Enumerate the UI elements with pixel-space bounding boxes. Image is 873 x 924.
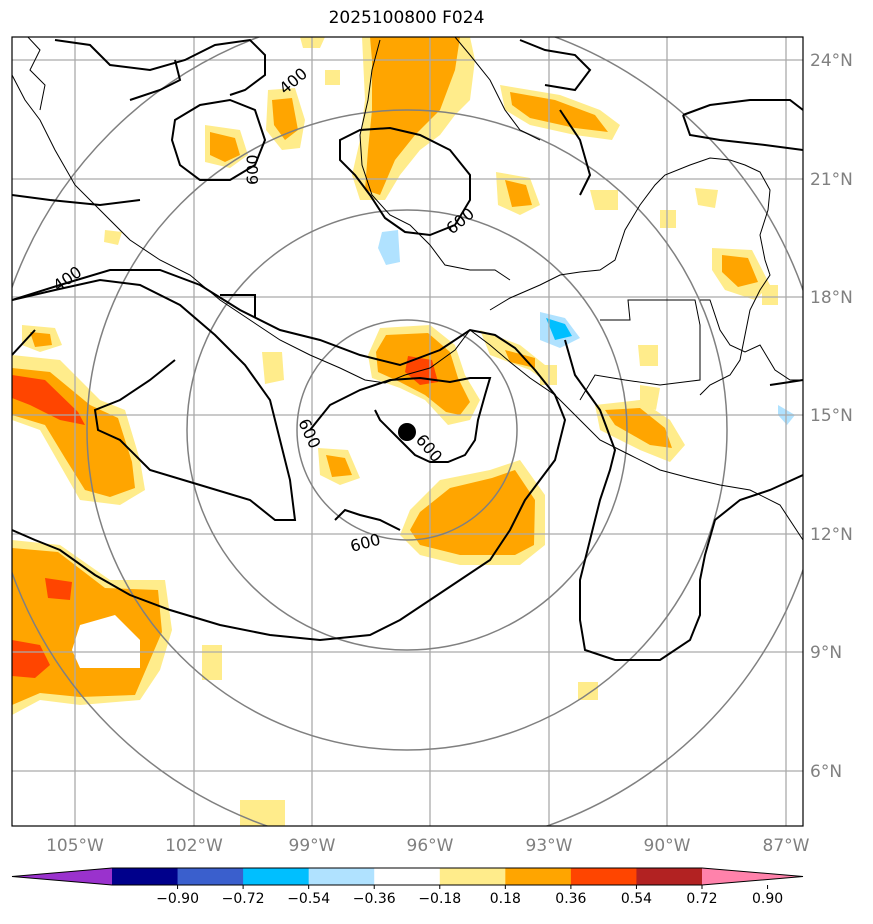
latitude-labels: 24°N 21°N 18°N 15°N 12°N 9°N 6°N [810,51,853,782]
fill-region [660,210,676,228]
colorbar-tick-label: 0.36 [555,891,586,907]
colorbar-tick-label: 0.90 [752,891,783,907]
fill-region [104,230,122,245]
fill-region [210,132,240,162]
colorbar-bin [112,868,179,885]
fill-region [12,375,85,425]
lon-label: 93°W [526,836,573,856]
lon-label: 90°W [644,836,691,856]
fill-region [202,645,222,680]
fill-region [505,180,532,207]
fill-region [578,682,598,700]
colorbar-outline [11,867,804,886]
fill-region [365,37,460,195]
fill-region [762,285,778,305]
fill-region [640,385,660,410]
colorbar-tick-label: −0.72 [222,891,265,907]
fill-region [410,470,535,555]
fill-region [272,98,298,140]
fill-region [378,230,400,265]
lat-label: 24°N [810,51,853,71]
map-plot-area: 400 600 600 400 600 600 600 [12,37,803,826]
fill-region [505,350,535,368]
colorbar-tick-label: −0.18 [418,891,461,907]
fill-region [45,578,72,600]
lat-label: 21°N [810,170,853,190]
lon-label: 87°W [763,836,810,856]
lat-label: 18°N [810,288,853,308]
lon-label: 99°W [289,836,336,856]
colorbar-tick-label: −0.54 [287,891,330,907]
colorbar-bin [177,868,244,885]
colorbar-tick-label: 0.18 [490,891,521,907]
contour-label: 600 [243,154,262,185]
contour-label: 600 [412,430,446,466]
fill-region [695,188,718,208]
fill-region [638,345,658,366]
fill-region [72,615,140,668]
colorbar-tick-label: −0.90 [156,891,199,907]
colorbar-bin [308,868,375,885]
plot-frame [11,36,804,827]
fill-region [262,352,284,384]
fill-region [590,190,618,210]
colorbar: −0.90 −0.72 −0.54 −0.36 −0.18 0.18 0.36 0.54 0.7… [11,867,804,907]
height-contours [12,38,803,661]
fill-region [605,408,672,448]
lon-label: 105°W [46,836,104,856]
contour-label: 600 [442,204,478,238]
map-title: 2025100800 F024 [328,8,485,28]
lon-label: 102°W [165,836,223,856]
storm-center-marker [398,423,416,441]
colorbar-bin [374,868,441,885]
lat-label: 6°N [810,762,842,782]
fill-region [325,70,340,85]
lat-label: 9°N [810,643,842,663]
colorbar-extend-high [702,868,803,885]
colorbar-bin [570,868,637,885]
fill-region [546,318,572,340]
lat-label: 12°N [810,525,853,545]
lon-label: 96°W [407,836,454,856]
colorbar-tick-label: −0.36 [353,891,396,907]
coastline [12,37,803,541]
colorbar-tick-label: 0.54 [621,891,652,907]
longitude-labels: 105°W 102°W 99°W 96°W 93°W 90°W 87°W [46,836,810,856]
colorbar-bin [505,868,572,885]
colorbar-bin [636,868,703,885]
range-rings [12,37,803,826]
fill-region [12,640,50,678]
fill-region [510,92,608,132]
fill-region [326,455,352,477]
colorbar-bin [243,868,310,885]
fill-region [240,800,285,826]
fill-region [30,332,52,347]
colorbar-tick-label: 0.72 [686,891,717,907]
colorbar-extend-low [12,868,112,885]
fill-region [722,255,758,287]
colorbar-bin [439,868,506,885]
lat-label: 15°N [810,406,853,426]
